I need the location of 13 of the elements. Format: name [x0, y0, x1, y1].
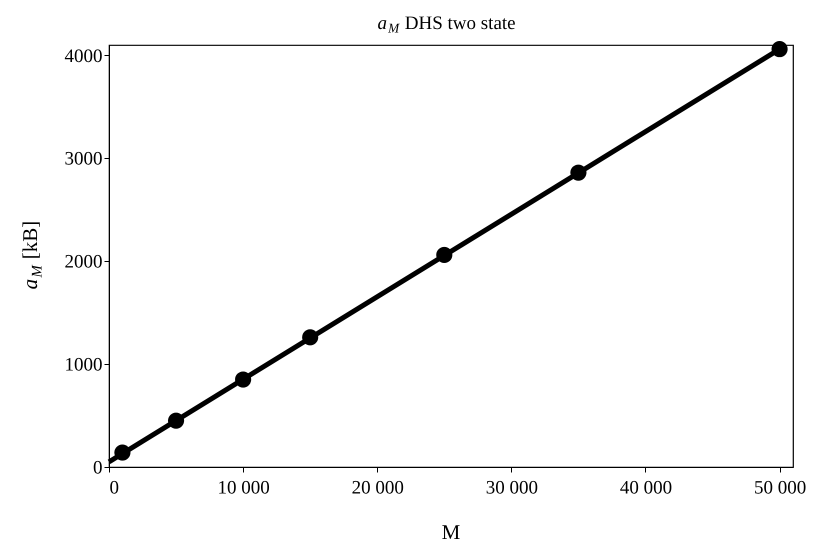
y-tick-label: 2000 [64, 252, 102, 273]
x-tick-label: 50 000 [754, 478, 806, 498]
y-tick-label: 1000 [64, 354, 102, 376]
x-tick-label: 30 000 [486, 478, 538, 498]
y-axis-title: aM [kB] [18, 220, 46, 290]
x-tick-label: 0 [110, 478, 119, 498]
x-axis-title: M [442, 520, 461, 544]
x-tick-label: 20 000 [352, 478, 404, 498]
x-tick-label: 10 000 [217, 478, 270, 498]
y-tick-label: 4000 [64, 46, 102, 67]
x-tick-label: 40 000 [620, 478, 672, 498]
y-tick-label: 3000 [64, 148, 102, 170]
y-tick-label: 0 [93, 458, 102, 478]
